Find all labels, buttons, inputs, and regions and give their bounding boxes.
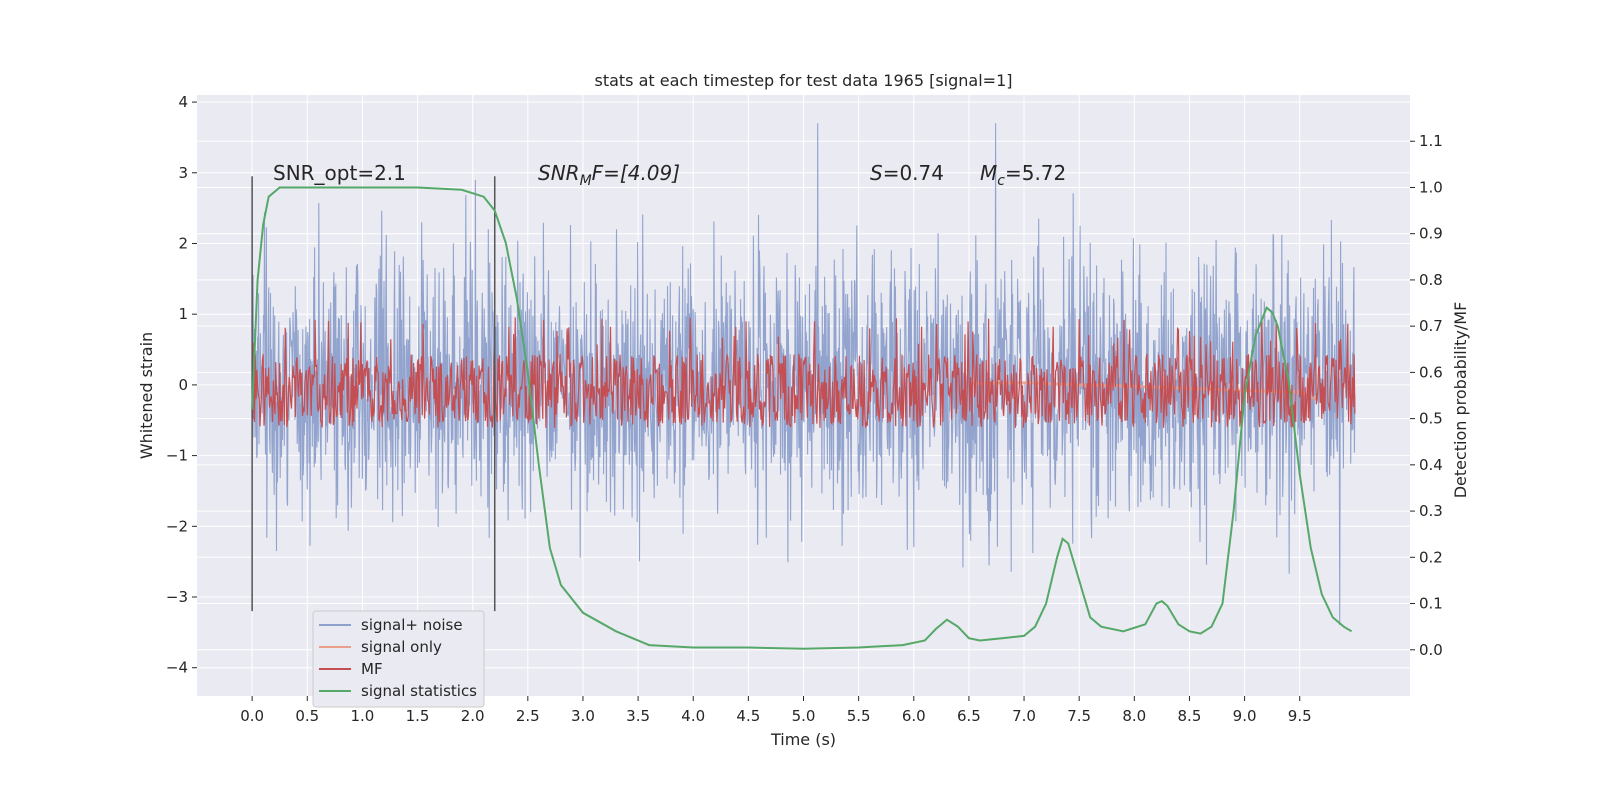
y2-tick-label: 0.4 bbox=[1419, 456, 1443, 474]
signal-statistics-line bbox=[251, 186, 1353, 650]
x-tick-label: 5.0 bbox=[792, 707, 816, 725]
signal-noise-line bbox=[251, 123, 1356, 626]
y2-axis-title: Detection probability/MF bbox=[1451, 302, 1470, 499]
y2-tick-label: 0.5 bbox=[1419, 410, 1443, 428]
mf-series bbox=[251, 317, 1356, 428]
mc-subscript: c bbox=[997, 173, 1005, 189]
signal-statistics-series bbox=[251, 186, 1353, 650]
x-tick-label: 6.5 bbox=[957, 707, 981, 725]
y-tick-label: 3 bbox=[178, 164, 188, 182]
y-tick-label: 4 bbox=[178, 93, 188, 111]
y2-tick-label: 1.1 bbox=[1419, 132, 1443, 150]
y2-tick-label: 0.8 bbox=[1419, 271, 1443, 289]
snr-mf-base: SNR bbox=[538, 161, 580, 185]
legend-label: signal statistics bbox=[361, 682, 477, 700]
y-tick-label: −3 bbox=[166, 588, 188, 606]
x-tick-label: 9.0 bbox=[1233, 707, 1257, 725]
chart-title: stats at each timestep for test data 196… bbox=[594, 71, 1012, 90]
y-tick-label: 0 bbox=[178, 376, 188, 394]
x-tick-label: 5.5 bbox=[847, 707, 871, 725]
x-tick-label: 2.0 bbox=[461, 707, 485, 725]
x-tick-label: 0.5 bbox=[295, 707, 319, 725]
y2-tick-label: 0.6 bbox=[1419, 363, 1443, 381]
s-annotation: S=0.74 bbox=[870, 161, 944, 185]
x-tick-label: 6.0 bbox=[902, 707, 926, 725]
y2-tick-label: 0.1 bbox=[1419, 595, 1443, 613]
legend-items: signal+ noise signal only MF signal statist… bbox=[319, 616, 477, 700]
y2-tick-label: 0.2 bbox=[1419, 548, 1443, 566]
y-tick-label: 2 bbox=[178, 234, 188, 252]
x-tick-label: 7.5 bbox=[1067, 707, 1091, 725]
s-value: =0.74 bbox=[883, 161, 944, 185]
mc-annotation: Mc=5.72 bbox=[980, 161, 1066, 189]
y2-tick-label: 0.9 bbox=[1419, 225, 1443, 243]
legend-label: signal+ noise bbox=[361, 616, 463, 634]
y-tick-label: −4 bbox=[166, 659, 188, 677]
y-tick-label: 1 bbox=[178, 305, 188, 323]
y2-tick-label: 0.7 bbox=[1419, 317, 1443, 335]
snr-opt-annotation: SNR_opt=2.1 bbox=[273, 161, 406, 185]
s-label: S bbox=[870, 161, 883, 185]
y-tick-label: −1 bbox=[166, 447, 188, 465]
y-tick-label: −2 bbox=[166, 517, 188, 535]
signal-noise-series bbox=[251, 123, 1356, 626]
x-tick-label: 3.5 bbox=[626, 707, 650, 725]
legend-label: signal only bbox=[361, 638, 442, 656]
y2-tick-label: 0.3 bbox=[1419, 502, 1443, 520]
legend-label: MF bbox=[361, 660, 383, 678]
snr-mf-rest: F=[4.09] bbox=[592, 161, 680, 185]
legend-box bbox=[312, 610, 485, 708]
mf-line bbox=[251, 317, 1356, 428]
axis-layer: 0.0 0.5 1.0 1.5 2.0 2.5 3.0 3.5 4.0 4.5 5.0 5.5 6.0 6… bbox=[166, 93, 1443, 725]
x-tick-label: 4.5 bbox=[736, 707, 760, 725]
x-tick-label: 7.0 bbox=[1012, 707, 1036, 725]
y2-tick-label: 1.0 bbox=[1419, 178, 1443, 196]
x-tick-label: 3.0 bbox=[571, 707, 595, 725]
x-tick-label: 2.5 bbox=[516, 707, 540, 725]
x-tick-label: 9.5 bbox=[1288, 707, 1312, 725]
legend: signal+ noise signal only MF signal statist… bbox=[312, 610, 485, 708]
x-axis-title: Time (s) bbox=[770, 730, 836, 749]
x-tick-label: 8.0 bbox=[1122, 707, 1146, 725]
snr-mf-subscript: M bbox=[580, 173, 592, 189]
y-axis-title: Whitened strain bbox=[137, 332, 156, 459]
snr-mf-annotation: SNRMF=[4.09] bbox=[538, 161, 680, 189]
x-tick-label: 4.0 bbox=[681, 707, 705, 725]
x-tick-label: 1.5 bbox=[406, 707, 430, 725]
mc-label: M bbox=[980, 161, 997, 185]
mc-value: =5.72 bbox=[1005, 161, 1066, 185]
x-tick-label: 1.0 bbox=[350, 707, 374, 725]
y2-tick-label: 0.0 bbox=[1419, 641, 1443, 659]
x-tick-label: 0.0 bbox=[240, 707, 264, 725]
x-tick-label: 8.5 bbox=[1178, 707, 1202, 725]
